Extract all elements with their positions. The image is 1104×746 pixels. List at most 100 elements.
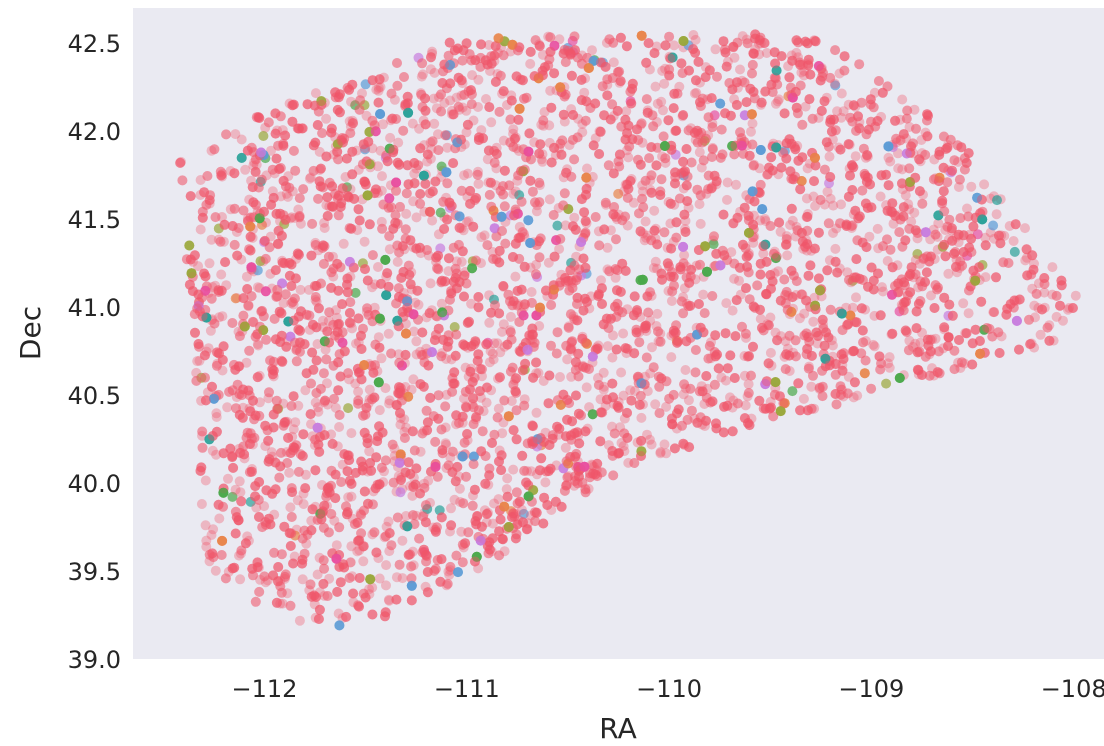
data-point [608,111,619,121]
data-point [196,462,207,473]
data-point [746,413,757,424]
data-point [528,372,539,383]
data-point [721,298,732,309]
data-point [415,446,426,457]
data-point [288,558,299,569]
data-point [363,398,374,409]
data-point [285,213,296,224]
data-point [393,137,404,148]
data-point [260,441,271,452]
data-point [558,48,569,59]
data-point [394,159,405,170]
data-point [243,301,254,312]
data-point [505,325,516,336]
data-point [583,483,594,494]
data-point [608,470,619,481]
data-point [560,220,571,231]
data-point [456,526,467,537]
data-point [884,352,895,363]
data-point [189,250,200,261]
data-point [364,394,375,404]
data-point [268,192,279,203]
data-point [869,87,880,98]
data-point [449,322,460,332]
data-point [453,471,464,482]
data-point [429,335,440,346]
data-point [828,200,839,211]
data-point [236,496,247,507]
data-point [351,338,361,349]
data-point [748,237,759,248]
data-point [408,374,419,385]
data-point [326,127,337,138]
data-point [375,145,386,156]
data-point [351,145,362,156]
data-point [854,273,865,284]
data-point [701,188,712,199]
data-point [637,186,648,197]
data-point [904,122,915,132]
data-point [555,372,565,382]
data-point [884,362,895,373]
data-point [868,275,879,286]
data-point [243,535,254,546]
data-point [591,465,602,476]
data-point [1020,223,1030,234]
data-point [353,313,364,324]
data-point [534,148,545,159]
data-point [846,277,856,288]
data-point [440,422,451,433]
data-point [216,269,227,280]
data-point [213,234,224,245]
data-point [772,335,783,346]
data-point [637,180,648,191]
data-point [287,431,298,442]
data-point [605,225,616,236]
data-point [808,191,819,202]
data-point [484,317,495,328]
data-point [419,140,430,151]
data-point [732,82,743,93]
data-point [946,223,957,234]
data-point [196,395,207,406]
data-point [646,187,657,198]
data-point [399,426,410,437]
data-point [248,317,259,328]
data-point [373,161,383,172]
data-point [786,50,797,61]
data-point [710,44,721,55]
data-point [323,485,334,496]
data-point [674,81,685,92]
data-point [924,349,935,360]
data-point [781,231,792,242]
data-point [660,157,671,168]
data-point [295,284,306,295]
data-point [268,371,279,382]
data-point [399,72,409,82]
data-point [645,368,656,379]
data-point [709,379,720,390]
data-point [410,297,421,308]
data-point [552,421,563,432]
data-point [905,269,916,279]
data-point [613,188,624,199]
data-point [707,181,718,192]
data-point [754,39,764,49]
data-point [245,496,256,507]
data-point [384,546,395,557]
data-point [619,413,630,424]
data-point [859,368,870,379]
data-point [395,487,406,498]
data-point [441,439,452,450]
data-point [295,218,306,229]
data-point [910,338,921,349]
data-point [653,336,664,347]
data-point [763,358,774,369]
data-point [290,165,301,176]
data-point [580,73,591,84]
data-point [1058,315,1068,326]
data-point [337,183,348,194]
data-point [877,282,887,293]
data-point [347,323,357,334]
data-point [765,312,776,323]
